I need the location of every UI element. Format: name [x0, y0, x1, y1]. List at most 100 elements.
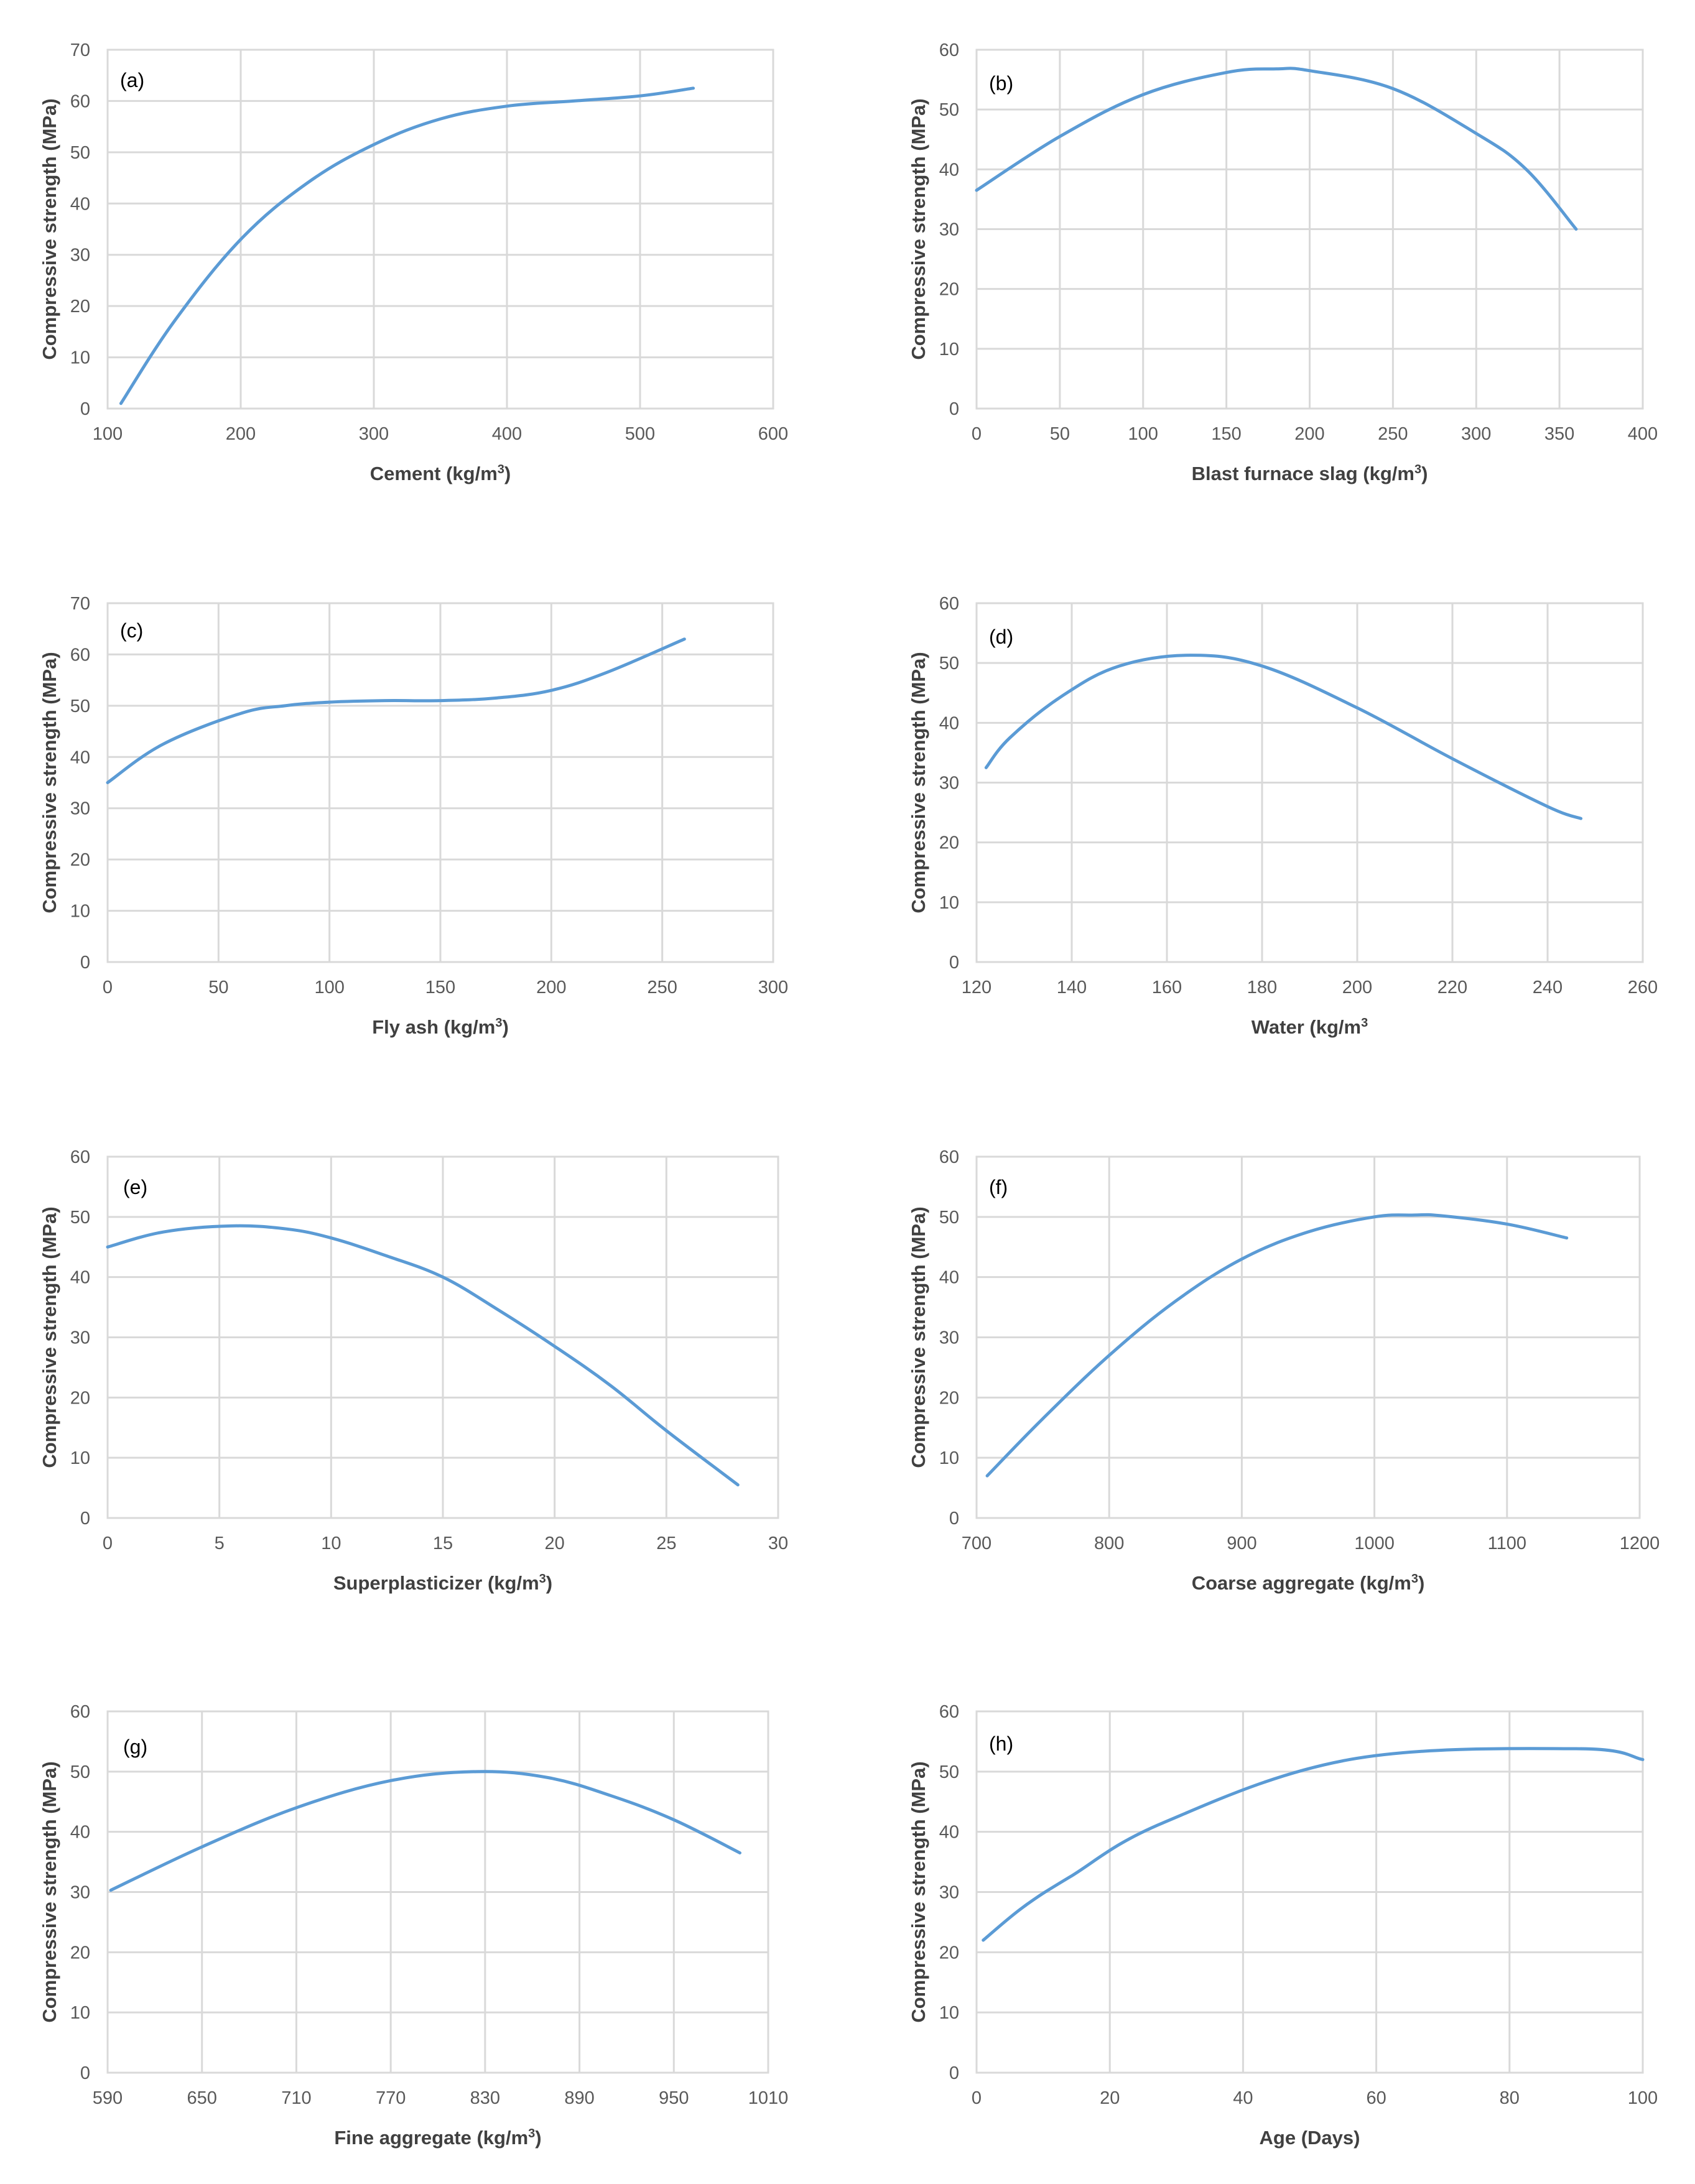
x-tick-label: 30: [768, 1534, 788, 1553]
plot-area-border: [975, 602, 1644, 963]
panel-label: (d): [989, 626, 1013, 648]
x-tick-label: 260: [1628, 978, 1658, 997]
y-tick-label: 40: [939, 713, 959, 733]
x-axis-title-exponent: 3: [1411, 1572, 1418, 1586]
y-tick-label: 20: [70, 1943, 90, 1963]
x-tick-label: 0: [972, 424, 982, 444]
x-axis-title-tail: ): [502, 1016, 508, 1038]
y-axis-title: Compressive strength (MPa): [908, 1206, 929, 1468]
panel-label: (f): [989, 1176, 1008, 1198]
plot-area-border: [106, 1710, 769, 2074]
x-axis-title-exponent: 3: [495, 1016, 502, 1030]
y-tick-label: 20: [939, 1943, 959, 1963]
y-tick-label: 30: [70, 1328, 90, 1348]
y-tick-label: 10: [70, 1448, 90, 1468]
x-tick-label: 180: [1247, 978, 1277, 997]
x-tick-label: 1010: [748, 2088, 789, 2108]
y-tick-label: 20: [70, 1388, 90, 1408]
x-axis-title-tail: ): [535, 2127, 541, 2149]
x-tick-label: 15: [433, 1534, 453, 1553]
plot-area-border: [106, 1155, 779, 1519]
y-tick-label: 10: [70, 348, 90, 368]
x-tick-label: 100: [1128, 424, 1158, 444]
y-axis-title: Compressive strength (MPa): [908, 1761, 929, 2022]
x-axis-title-exponent: 3: [1361, 1016, 1368, 1030]
y-axis-title: Compressive strength (MPa): [39, 1206, 60, 1468]
x-tick-label: 400: [492, 424, 522, 444]
chart-panel: 0 50 100 150 200 250 300 350 400 0 10 20 30 40 50 60 (b)…: [908, 40, 1658, 484]
y-tick-label: 10: [70, 2003, 90, 2023]
x-tick-label: 10: [321, 1534, 341, 1553]
y-tick-label: 30: [939, 774, 959, 794]
x-tick-label: 300: [1461, 424, 1491, 444]
series-line: [106, 637, 686, 784]
y-tick-label: 70: [70, 594, 90, 614]
series-line: [984, 654, 1583, 820]
x-tick-label: 950: [659, 2088, 689, 2108]
x-tick-label: 50: [1050, 424, 1070, 444]
panel-label: (c): [120, 619, 143, 642]
x-tick-label: 0: [103, 1534, 113, 1553]
chart-panel: 0 5 10 15 20 25 30 0 10 20 30 40 50 60 (e) Superplastic…: [39, 1147, 788, 1594]
y-tick-label: 60: [70, 91, 90, 111]
panel-label: (a): [120, 69, 144, 91]
x-axis-title: Fine aggregate (kg/m3): [334, 2127, 541, 2149]
x-axis-title-exponent: 3: [1414, 463, 1421, 476]
panel-label: (g): [123, 1736, 147, 1758]
series-line: [985, 1213, 1569, 1478]
chart-panel: 120 140 160 180 200 220 240 260 0 10 20 30 40 50 60 (d)…: [908, 594, 1658, 1038]
y-tick-label: 40: [70, 1823, 90, 1843]
x-tick-label: 240: [1533, 978, 1563, 997]
y-axis-title: Compressive strength (MPa): [908, 652, 929, 913]
panel-label: (e): [123, 1176, 147, 1198]
series-line: [982, 1747, 1645, 1942]
x-tick-label: 500: [625, 424, 655, 444]
panel-label: (h): [989, 1733, 1013, 1755]
x-axis-title: Age (Days): [1260, 2127, 1360, 2149]
y-tick-label: 0: [80, 399, 90, 419]
x-tick-label: 300: [359, 424, 389, 444]
x-axis-title-tail: ): [1418, 1572, 1424, 1594]
y-axis-title: Compressive strength (MPa): [39, 1761, 60, 2022]
y-axis-title: Compressive strength (MPa): [39, 652, 60, 913]
x-axis-title-text: Age (Days): [1260, 2127, 1360, 2149]
panel-label: (b): [989, 72, 1013, 95]
x-axis-title-text: Superplasticizer (kg/m: [333, 1572, 539, 1594]
x-tick-label: 590: [93, 2088, 123, 2108]
y-tick-label: 40: [939, 160, 959, 180]
y-tick-label: 0: [949, 953, 959, 973]
y-tick-label: 60: [939, 1702, 959, 1722]
y-tick-label: 0: [949, 2063, 959, 2083]
x-tick-label: 120: [962, 978, 991, 997]
x-axis-title: Coarse aggregate (kg/m3): [1192, 1572, 1425, 1594]
x-tick-label: 200: [1342, 978, 1372, 997]
x-tick-label: 25: [656, 1534, 676, 1553]
x-axis-title-exponent: 3: [498, 463, 504, 476]
y-tick-label: 20: [939, 280, 959, 300]
x-axis-title-tail: ): [1421, 463, 1428, 484]
plot-area-border: [975, 1155, 1641, 1519]
y-tick-label: 60: [939, 1147, 959, 1167]
y-tick-label: 10: [70, 902, 90, 922]
x-tick-label: 700: [962, 1534, 991, 1553]
y-tick-label: 60: [70, 1702, 90, 1722]
x-tick-label: 200: [226, 424, 256, 444]
x-tick-label: 1100: [1488, 1534, 1526, 1553]
y-tick-label: 30: [939, 1328, 959, 1348]
series-line: [975, 67, 1578, 231]
y-axis-title: Compressive strength (MPa): [908, 98, 929, 359]
x-tick-label: 100: [314, 978, 344, 997]
y-tick-label: 0: [80, 953, 90, 973]
plot-area-border: [975, 1710, 1644, 2074]
y-tick-label: 10: [939, 2003, 959, 2023]
x-tick-label: 890: [564, 2088, 594, 2108]
chart-panel: 700 800 900 1000 1100 1200 0 10 20 30 40 50 60 (f) Coa…: [908, 1147, 1660, 1594]
x-tick-label: 100: [1628, 2088, 1658, 2108]
y-tick-label: 40: [70, 1268, 90, 1288]
y-tick-label: 50: [939, 1762, 959, 1782]
x-tick-label: 800: [1094, 1534, 1124, 1553]
x-axis-title-exponent: 3: [539, 1572, 546, 1586]
x-tick-label: 770: [376, 2088, 406, 2108]
x-axis-title-text: Blast furnace slag (kg/m: [1192, 463, 1414, 484]
